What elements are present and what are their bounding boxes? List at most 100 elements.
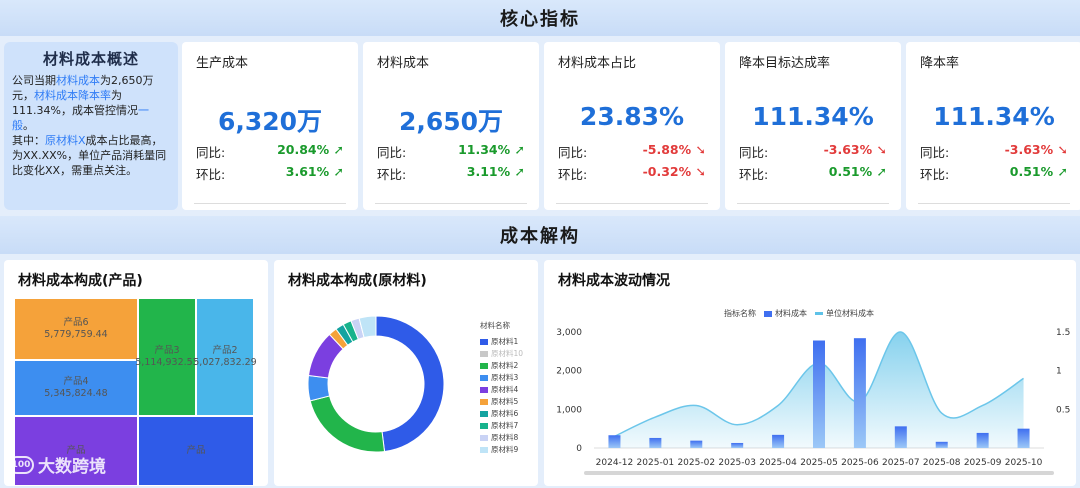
trend-up-icon: ➚ bbox=[333, 164, 344, 179]
kpi-yoy-value: 20.84% ➚ bbox=[277, 142, 344, 157]
donut-legend-title: 材料名称 bbox=[480, 321, 510, 330]
donut-legend-item[interactable]: 原材料8 bbox=[480, 432, 518, 443]
bar-2025-01[interactable] bbox=[649, 437, 662, 448]
donut-slice[interactable] bbox=[309, 395, 386, 453]
watermark-text: 大数跨境 bbox=[38, 457, 106, 477]
x-tick-label: 2025-04 bbox=[759, 458, 797, 468]
treemap-cell[interactable]: 产品3 5,114,932.53 bbox=[135, 298, 199, 416]
summary-text: 成本占比最高，为XX.XX%，单位产品消耗量同比变化XX，需重点关注。 bbox=[12, 134, 167, 177]
kpi-mom-value: 0.51% ➚ bbox=[1009, 164, 1068, 179]
legend-swatch-bar bbox=[764, 310, 772, 317]
trend-legend: 指标名称 材料成本 单位材料成本 bbox=[724, 308, 874, 319]
kpi-mom-row: 环比: -0.32% ➘ bbox=[558, 164, 706, 183]
treemap-panel: 材料成本构成(产品) 产品6 5,779,759.44 产品4 5,345,824.4… bbox=[4, 260, 268, 486]
donut-legend-label: 原材料4 bbox=[491, 385, 519, 394]
donut-legend-item[interactable]: 原材料10 bbox=[480, 348, 523, 359]
summary-paragraph-2: 其中：原材料X成本占比最高，为XX.XX%，单位产品消耗量同比变化XX，需重点关… bbox=[12, 133, 170, 178]
donut-legend-item[interactable]: 原材料9 bbox=[480, 444, 518, 455]
watermark-logo-icon: 100 bbox=[8, 455, 34, 474]
x-tick-label: 2025-09 bbox=[964, 458, 1002, 468]
bar-2025-09[interactable] bbox=[976, 432, 989, 448]
kpi-divider bbox=[918, 203, 1070, 204]
horizontal-scrollbar[interactable] bbox=[584, 471, 1054, 475]
treemap-cell[interactable]: 产品4 5,345,824.48 bbox=[14, 360, 138, 416]
kpi-yoy-label: 同比: bbox=[920, 145, 950, 160]
legend-swatch bbox=[480, 374, 488, 381]
kpi-value: 111.34% bbox=[933, 102, 1055, 131]
treemap-cell[interactable]: 产品6 5,779,759.44 bbox=[14, 298, 138, 360]
donut-legend-label: 原材料3 bbox=[491, 373, 519, 382]
donut-legend-item[interactable]: 原材料5 bbox=[480, 396, 518, 407]
treemap-cell[interactable]: 产品 bbox=[14, 416, 138, 486]
summary-text: 。 bbox=[23, 119, 34, 132]
treemap-cell-value: 5,114,932.53 bbox=[135, 357, 199, 368]
kpi-yoy-value: -3.63% ➘ bbox=[823, 142, 887, 157]
donut-slice[interactable] bbox=[358, 315, 377, 339]
donut-legend-item[interactable]: 原材料7 bbox=[480, 420, 518, 431]
bar-2025-06[interactable] bbox=[853, 338, 866, 448]
section-title: 成本解构 bbox=[500, 226, 580, 247]
bar-2025-03[interactable] bbox=[731, 442, 744, 448]
donut-legend-label: 原材料8 bbox=[491, 433, 519, 442]
donut-legend-label: 原材料2 bbox=[491, 361, 519, 370]
trend-down-icon: ➘ bbox=[695, 142, 706, 157]
donut-legend-label: 原材料9 bbox=[491, 445, 519, 454]
trend-up-icon: ➚ bbox=[333, 142, 344, 157]
kpi-mom-value: 3.61% ➚ bbox=[285, 164, 344, 179]
bar-2025-04[interactable] bbox=[772, 434, 785, 448]
trend-up-icon: ➚ bbox=[1057, 164, 1068, 179]
donut-legend-item[interactable]: 原材料4 bbox=[480, 384, 518, 395]
summary-panel: 材料成本概述 公司当期材料成本为2,650万元，材料成本降本率为111.34%，… bbox=[4, 42, 178, 210]
trend-up-icon: ➚ bbox=[514, 142, 525, 157]
legend-swatch bbox=[480, 446, 488, 453]
header-band: 核心指标 bbox=[0, 0, 1080, 36]
y-left-tick: 1,000 bbox=[556, 405, 582, 415]
bar-2024-12[interactable] bbox=[608, 435, 621, 448]
kpi-mom-row: 环比: 3.11% ➚ bbox=[377, 164, 525, 183]
x-tick-label: 2025-10 bbox=[1005, 458, 1043, 468]
bar-2025-05[interactable] bbox=[813, 340, 825, 448]
kpi-mom-label: 环比: bbox=[739, 167, 769, 182]
x-tick-label: 2025-02 bbox=[677, 458, 715, 468]
donut-slice[interactable] bbox=[307, 374, 331, 402]
donut-panel: 材料成本构成(原材料) 材料名称 原材料1 原材料10 原材料2 原材料3 原材料4 原材… bbox=[274, 260, 538, 486]
treemap-cell[interactable]: 产品 bbox=[138, 416, 254, 486]
kpi-divider bbox=[737, 203, 889, 204]
treemap-title: 材料成本构成(产品) bbox=[18, 273, 143, 289]
kpi-mom-value: 3.11% ➚ bbox=[466, 164, 525, 179]
kpi-value: 23.83% bbox=[579, 102, 685, 131]
x-tick-label: 2025-03 bbox=[718, 458, 756, 468]
kpi-title: 材料成本 bbox=[377, 56, 430, 71]
legend-swatch-area bbox=[815, 312, 823, 315]
kpi-value: 2,650万 bbox=[398, 107, 504, 136]
treemap-cell-name: 产品3 bbox=[154, 345, 180, 356]
donut-legend-item[interactable]: 原材料2 bbox=[480, 360, 518, 371]
donut-legend-item[interactable]: 原材料3 bbox=[480, 372, 518, 383]
kpi-yoy-row: 同比: -5.88% ➘ bbox=[558, 142, 706, 161]
donut-legend-label: 原材料10 bbox=[491, 349, 524, 358]
treemap-cell-name: 产品 bbox=[66, 445, 86, 456]
donut-slice[interactable] bbox=[375, 315, 445, 453]
donut-legend-item[interactable]: 原材料6 bbox=[480, 408, 518, 419]
donut-legend-label: 原材料5 bbox=[491, 397, 519, 406]
kpi-yoy-label: 同比: bbox=[196, 145, 226, 160]
summary-highlight: 材料成本 bbox=[56, 74, 100, 87]
kpi-title: 材料成本占比 bbox=[558, 56, 637, 71]
kpi-yoy-label: 同比: bbox=[377, 145, 407, 160]
legend-swatch bbox=[480, 410, 488, 417]
kpi-value: 6,320万 bbox=[217, 107, 323, 136]
summary-highlight: 原材料X bbox=[45, 134, 86, 147]
section-band: 成本解构 bbox=[0, 216, 1080, 254]
bar-2025-07[interactable] bbox=[894, 426, 907, 448]
kpi-mom-row: 环比: 0.51% ➚ bbox=[920, 164, 1068, 183]
bar-2025-08[interactable] bbox=[935, 441, 948, 448]
bar-2025-10[interactable] bbox=[1017, 428, 1030, 448]
treemap-cell[interactable]: 产品2 5,027,832.29 bbox=[193, 298, 257, 416]
x-tick-label: 2025-06 bbox=[841, 458, 879, 468]
kpi-card: 生产成本 6,320万 同比: 20.84% ➚ 环比: 3.61% ➚ bbox=[182, 42, 358, 210]
kpi-mom-value: -0.32% ➘ bbox=[642, 164, 706, 179]
bar-2025-02[interactable] bbox=[690, 440, 703, 448]
donut-legend-item[interactable]: 原材料1 bbox=[480, 336, 518, 347]
legend-swatch bbox=[480, 398, 488, 405]
